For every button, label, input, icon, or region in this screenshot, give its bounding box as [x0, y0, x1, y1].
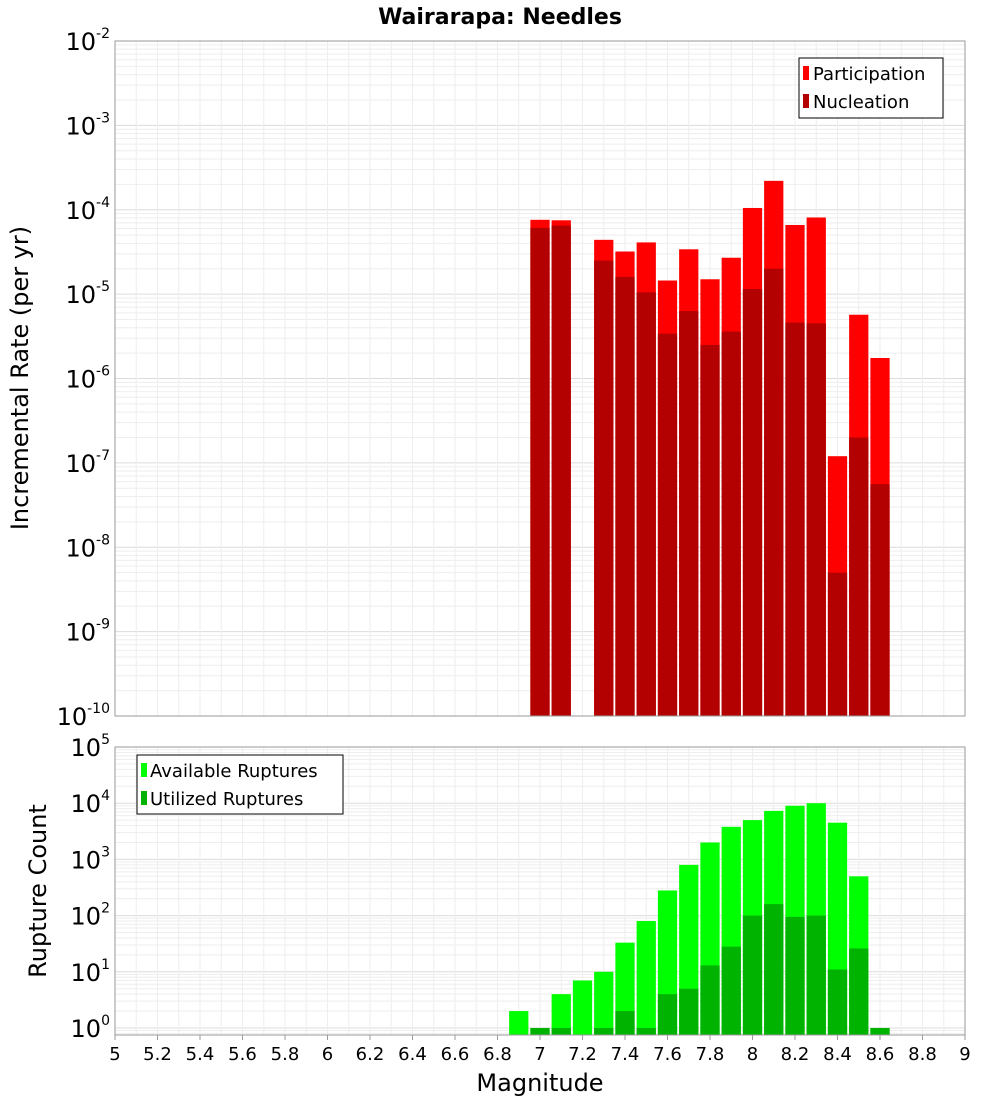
count-bar-utilized-ruptures	[742, 915, 763, 1035]
count-bar-utilized-ruptures	[636, 1027, 656, 1035]
x-tick-label: 5	[109, 1044, 120, 1065]
rate-y-tick-label: 10-3	[65, 110, 110, 140]
rate-plot-frame	[114, 40, 966, 717]
count-y-tick-label: 103	[71, 844, 110, 874]
rate-y-tick-label: 10-9	[65, 617, 110, 647]
rate-bar-nucleation	[700, 344, 720, 716]
count-y-axis-title: Rupture Count	[24, 804, 52, 978]
x-tick-label: 7.2	[568, 1044, 597, 1065]
rate-bar-nucleation	[594, 260, 614, 716]
rate-bar-nucleation	[827, 572, 848, 716]
count-bar-utilized-ruptures	[594, 1027, 614, 1035]
count-bar-available-ruptures	[509, 1011, 529, 1035]
x-tick-label: 8.8	[908, 1044, 937, 1065]
x-tick-label: 9	[959, 1044, 970, 1065]
legend-swatch-participation	[803, 66, 809, 80]
rate-bar-nucleation	[742, 289, 763, 716]
count-y-tick-label: 101	[71, 957, 110, 987]
rate-y-tick-label: 10-6	[65, 364, 110, 394]
count-legend-box	[136, 754, 344, 815]
rate-y-tick-label: 10-7	[65, 448, 110, 478]
rate-bar-nucleation	[551, 225, 571, 716]
x-tick-label: 8	[747, 1044, 758, 1065]
legend-swatch-utilized	[141, 791, 147, 805]
x-tick-label: 5.2	[143, 1044, 172, 1065]
count-y-tick-label: 105	[71, 732, 110, 762]
chart-title: Wairarapa: Needles	[378, 5, 622, 30]
rate-y-tick-label: 10-4	[65, 195, 110, 225]
rate-bar-nucleation	[679, 311, 699, 716]
count-bar-utilized-ruptures	[551, 1027, 571, 1035]
count-bar-available-ruptures	[594, 971, 614, 1035]
count-bar-utilized-ruptures	[806, 915, 826, 1035]
count-bar-utilized-ruptures	[530, 1027, 550, 1035]
rate-y-tick-label: 10-2	[65, 26, 110, 56]
rate-bar-nucleation	[870, 484, 890, 716]
x-tick-label: 6.2	[356, 1044, 385, 1065]
rate-bar-nucleation	[615, 276, 635, 716]
count-bar-available-ruptures	[572, 980, 593, 1035]
rate-panel: 10-10 10-9 10-8 10-7 10-6 10-5 10-4 10-3 10-2 In…	[6, 26, 966, 731]
x-tick-label: 7	[534, 1044, 545, 1065]
rate-bar-nucleation	[849, 437, 869, 716]
count-y-tick-label: 100	[71, 1013, 110, 1043]
x-tick-label: 5.6	[228, 1044, 257, 1065]
count-bar-utilized-ruptures	[849, 948, 869, 1035]
count-y-tick-label: 102	[71, 901, 110, 931]
x-tick-label: 5.4	[186, 1044, 215, 1065]
count-bar-utilized-ruptures	[615, 1011, 635, 1035]
legend-swatch-available	[141, 763, 147, 777]
rate-bar-nucleation	[657, 333, 678, 716]
count-panel: 100 101 102 103 104 105 5 5.2 5.4 5.6 5.8 6 6.2 6.4 6…	[24, 732, 971, 1097]
x-tick-label: 6	[322, 1044, 333, 1065]
rate-y-tick-label: 10-8	[65, 532, 110, 562]
rate-bar-nucleation	[530, 227, 550, 716]
legend-label-participation: Participation	[813, 64, 925, 85]
rate-bar-nucleation	[806, 323, 826, 716]
rate-y-tick-label: 10-5	[65, 279, 110, 309]
count-y-ticks: 100 101 102 103 104 105	[71, 732, 111, 1043]
x-tick-label: 8.6	[866, 1044, 895, 1065]
rate-bar-nucleation	[636, 292, 656, 716]
rate-y-ticks: 10-10 10-9 10-8 10-7 10-6 10-5 10-4 10-3 10-2	[57, 26, 111, 731]
x-tick-label: 7.4	[611, 1044, 640, 1065]
x-tick-label: 8.2	[781, 1044, 810, 1065]
rate-legend: Participation Nucleation	[798, 57, 944, 119]
count-bar-utilized-ruptures	[785, 916, 805, 1035]
count-bar-utilized-ruptures	[827, 969, 848, 1035]
count-bar-utilized-ruptures	[870, 1027, 890, 1035]
legend-label-available: Available Ruptures	[150, 761, 318, 782]
count-bar-available-ruptures	[636, 921, 656, 1035]
x-tick-label: 7.8	[696, 1044, 725, 1065]
rate-bar-nucleation	[764, 268, 784, 716]
rate-bar-nucleation	[785, 322, 805, 716]
x-ticks: 5 5.2 5.4 5.6 5.8 6 6.2 6.4 6.6 6.8 7 7.2 7.4 7.6 7.8 8…	[109, 1035, 971, 1065]
rate-y-tick-label: 10-10	[57, 701, 110, 731]
x-axis-title: Magnitude	[476, 1069, 603, 1097]
count-bar-utilized-ruptures	[679, 988, 699, 1035]
count-legend: Available Ruptures Utilized Ruptures	[136, 754, 344, 815]
rate-legend-box	[798, 57, 944, 119]
count-bar-available-ruptures	[551, 994, 571, 1035]
rate-bar-nucleation	[721, 331, 741, 716]
legend-swatch-nucleation	[803, 94, 809, 108]
count-bar-utilized-ruptures	[764, 904, 784, 1035]
count-bars	[509, 803, 890, 1035]
x-tick-label: 6.6	[441, 1044, 470, 1065]
count-bar-utilized-ruptures	[657, 994, 678, 1035]
count-bar-utilized-ruptures	[721, 946, 741, 1035]
rate-y-axis-title: Incremental Rate (per yr)	[6, 226, 34, 530]
count-bar-utilized-ruptures	[700, 965, 720, 1035]
x-tick-label: 7.6	[653, 1044, 682, 1065]
x-tick-label: 6.4	[398, 1044, 427, 1065]
legend-label-nucleation: Nucleation	[813, 92, 909, 113]
x-tick-label: 6.8	[483, 1044, 512, 1065]
x-tick-label: 8.4	[823, 1044, 852, 1065]
rate-bars	[530, 180, 890, 717]
count-y-tick-label: 104	[71, 788, 111, 818]
legend-label-utilized: Utilized Ruptures	[150, 789, 303, 810]
count-plot-frame	[114, 746, 966, 1036]
x-tick-label: 5.8	[271, 1044, 300, 1065]
